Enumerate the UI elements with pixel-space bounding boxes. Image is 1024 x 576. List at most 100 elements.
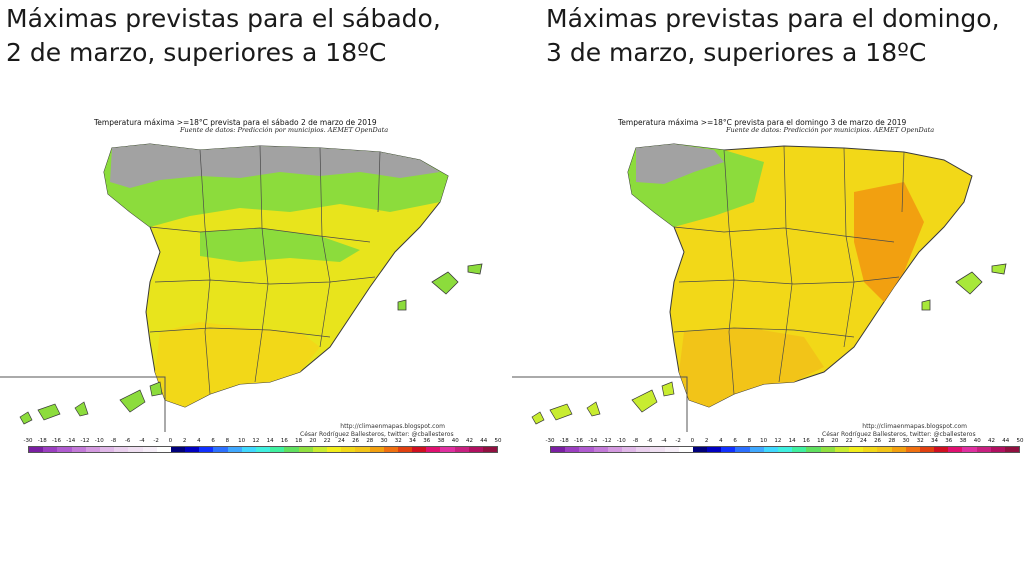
scale-tick-label: -12: [80, 438, 90, 444]
map-title: Temperatura máxima >=18°C prevista para …: [94, 118, 377, 127]
scale-swatch: [551, 447, 566, 452]
scale-tick-label: -2: [675, 438, 681, 444]
scale-swatch: [355, 447, 370, 452]
scale-swatch: [128, 447, 143, 452]
scale-tick-label: 30: [902, 438, 910, 444]
scale-tick-label: 50: [494, 438, 502, 444]
scale-swatch: [43, 447, 58, 452]
scale-swatch: [412, 447, 427, 452]
scale-swatch: [990, 447, 1005, 452]
scale-tick-label: -12: [602, 438, 612, 444]
scale-tick-label: 34: [931, 438, 939, 444]
scale-swatch: [778, 447, 793, 452]
scale-tick-label: -6: [646, 438, 653, 444]
scale-tick-label: -10: [94, 438, 104, 444]
scale-swatch: [863, 447, 878, 452]
scale-tick-label: -2: [153, 438, 159, 444]
scale-swatch: [326, 447, 342, 452]
scale-swatch: [792, 447, 807, 452]
scale-tick-label: 18: [295, 438, 303, 444]
scale-swatch: [170, 447, 186, 452]
scale-tick-label: 10: [238, 438, 246, 444]
scale-swatch: [270, 447, 285, 452]
scale-swatch: [454, 447, 469, 452]
panel-heading: Máximas previstas para el sábado, 2 de m…: [6, 2, 512, 70]
scale-swatch: [114, 447, 129, 452]
scale-tick-label: -4: [139, 438, 145, 444]
map-subtitle: Fuente de datos: Predicción por municipi…: [726, 126, 935, 134]
central-green-band: [200, 228, 360, 262]
scale-color-bar: [550, 446, 1020, 453]
scale-tick-label: 44: [1002, 438, 1010, 444]
scale-swatch: [213, 447, 228, 452]
scale-tick-label: 40: [973, 438, 981, 444]
scale-tick-label: 10: [760, 438, 768, 444]
scale-tick-label: 12: [774, 438, 782, 444]
scale-swatch: [976, 447, 991, 452]
northern-cloud-area: [636, 144, 724, 184]
province-borders: [149, 145, 381, 395]
northern-cloud-area: [110, 144, 440, 188]
map-subtitle: Fuente de datos: Predicción por municipi…: [180, 126, 389, 134]
scale-tick-label: 2: [182, 438, 187, 444]
scale-tick-label: 22: [323, 438, 331, 444]
scale-tick-label: 28: [366, 438, 374, 444]
scale-swatch: [227, 447, 242, 452]
southern-warm-area: [155, 322, 320, 407]
balearic-islands: [397, 263, 483, 311]
heading-line-2: 2 de marzo, superiores a 18ºC: [6, 38, 387, 67]
scale-swatch: [85, 447, 100, 452]
scale-swatch: [1005, 447, 1020, 452]
scale-swatch: [579, 447, 594, 452]
scale-tick-label: 36: [423, 438, 431, 444]
scale-swatch: [948, 447, 963, 452]
scale-tick-label: 8: [747, 438, 752, 444]
scale-tick-label: -14: [66, 438, 76, 444]
scale-swatch: [397, 447, 413, 452]
canary-islands: [531, 381, 675, 425]
scale-tick-label: 28: [888, 438, 896, 444]
scale-tick-label: 12: [252, 438, 260, 444]
scale-swatch: [707, 447, 722, 452]
scale-tick-label: 34: [409, 438, 417, 444]
scale-swatch: [636, 447, 651, 452]
scale-tick-label: -18: [37, 438, 47, 444]
credit-author: César Rodríguez Ballesteros, twitter: @c…: [300, 431, 454, 438]
scale-tick-label: 2: [704, 438, 709, 444]
scale-swatch: [678, 447, 693, 452]
credit-author: César Rodríguez Ballesteros, twitter: @c…: [822, 431, 976, 438]
spain-temperature-map: [0, 143, 483, 432]
scale-swatch: [199, 447, 214, 452]
scale-tick-label: 20: [309, 438, 317, 444]
scale-swatch: [650, 447, 665, 452]
scale-tick-label: -30: [545, 438, 555, 444]
scale-swatch: [593, 447, 608, 452]
temperature-scale: -30 -18 -16 -14 -12 -10 -8 -6 -4 -2 0 2 4 6 8 10 12 14 16 1…: [546, 438, 1024, 456]
panel-sunday: Máximas previstas para el domingo, 3 de …: [512, 0, 1024, 576]
scale-tick-label: 16: [802, 438, 810, 444]
scale-swatch: [369, 447, 384, 452]
scale-tick-label: -10: [616, 438, 626, 444]
scale-swatch: [185, 447, 200, 452]
scale-tick-label: 8: [225, 438, 230, 444]
scale-tick-label: 50: [1016, 438, 1024, 444]
scale-swatch: [565, 447, 580, 452]
scale-swatch: [99, 447, 115, 452]
scale-tick-label: 6: [211, 438, 215, 444]
scale-swatch: [341, 447, 356, 452]
scale-tick-label: 18: [817, 438, 825, 444]
scale-swatch: [426, 447, 441, 452]
scale-swatch: [820, 447, 835, 452]
scale-tick-label: 4: [197, 438, 201, 444]
scale-tick-label: 20: [831, 438, 839, 444]
credit-url: http://climaenmapas.blogspot.com: [340, 423, 445, 430]
scale-tick-label: -14: [588, 438, 598, 444]
scale-swatch: [905, 447, 920, 452]
panel-heading: Máximas previstas para el domingo, 3 de …: [546, 2, 1024, 70]
heading-line-2: 3 de marzo, superiores a 18ºC: [546, 38, 927, 67]
scale-tick-label: 26: [352, 438, 360, 444]
scale-swatch: [664, 447, 679, 452]
scale-swatch: [806, 447, 821, 452]
scale-tick-label: -16: [573, 438, 583, 444]
scale-swatch: [692, 447, 708, 452]
